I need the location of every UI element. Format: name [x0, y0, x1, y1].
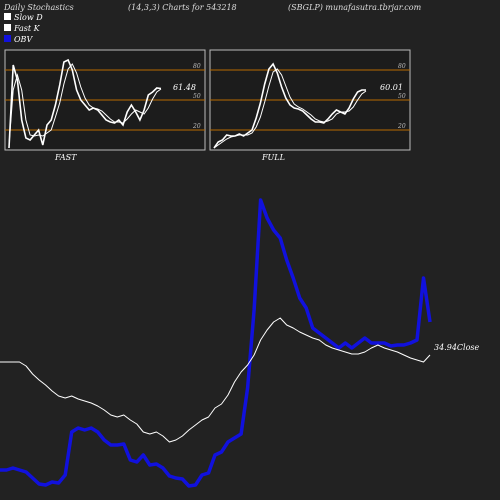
full-level-label-20: 20	[397, 123, 406, 130]
full-panel-caption: FULL	[261, 153, 285, 162]
header-title: Daily Stochastics	[3, 3, 74, 12]
legend-swatch-slow-d	[4, 13, 11, 20]
header-center: (14,3,3) Charts for 543218	[128, 3, 237, 12]
price-line	[0, 317, 431, 443]
legend-label-fast-k: Fast K	[13, 24, 41, 33]
fast-series-fast-k	[8, 58, 162, 149]
full-last-value: 60.01	[380, 83, 403, 92]
fast-level-label-20: 20	[192, 123, 201, 130]
fast-level-label-80: 80	[193, 63, 201, 70]
full-level-label-80: 80	[398, 63, 406, 70]
fast-last-value: 61.48	[173, 83, 196, 92]
legend-label-slow-d: Slow D	[14, 13, 43, 22]
header-right: (SBGLP) munafasutra.tbrjar.com	[288, 3, 422, 12]
obv-line	[0, 198, 432, 488]
fast-level-label-50: 50	[193, 93, 201, 100]
full-stochastic-panel: 20 50 80 60.01 FULL	[209, 49, 411, 162]
full-level-label-50: 50	[398, 93, 406, 100]
fast-stochastic-panel: 20 50 80 61.48 FAST	[4, 49, 206, 162]
obv-price-chart: 34.94Close	[0, 198, 480, 488]
legend-swatch-fast-k	[4, 24, 11, 31]
full-series-full-d	[213, 68, 367, 149]
legend: Slow D Fast K OBV	[4, 13, 43, 44]
price-last-value: 34.94Close	[434, 343, 480, 352]
fast-panel-caption: FAST	[54, 153, 77, 162]
price-close-label: Close	[457, 343, 480, 352]
legend-swatch-obv	[4, 35, 11, 42]
legend-label-obv: OBV	[14, 35, 33, 44]
fast-series-slow-d	[8, 63, 162, 146]
price-last-number: 34.94	[434, 343, 457, 352]
